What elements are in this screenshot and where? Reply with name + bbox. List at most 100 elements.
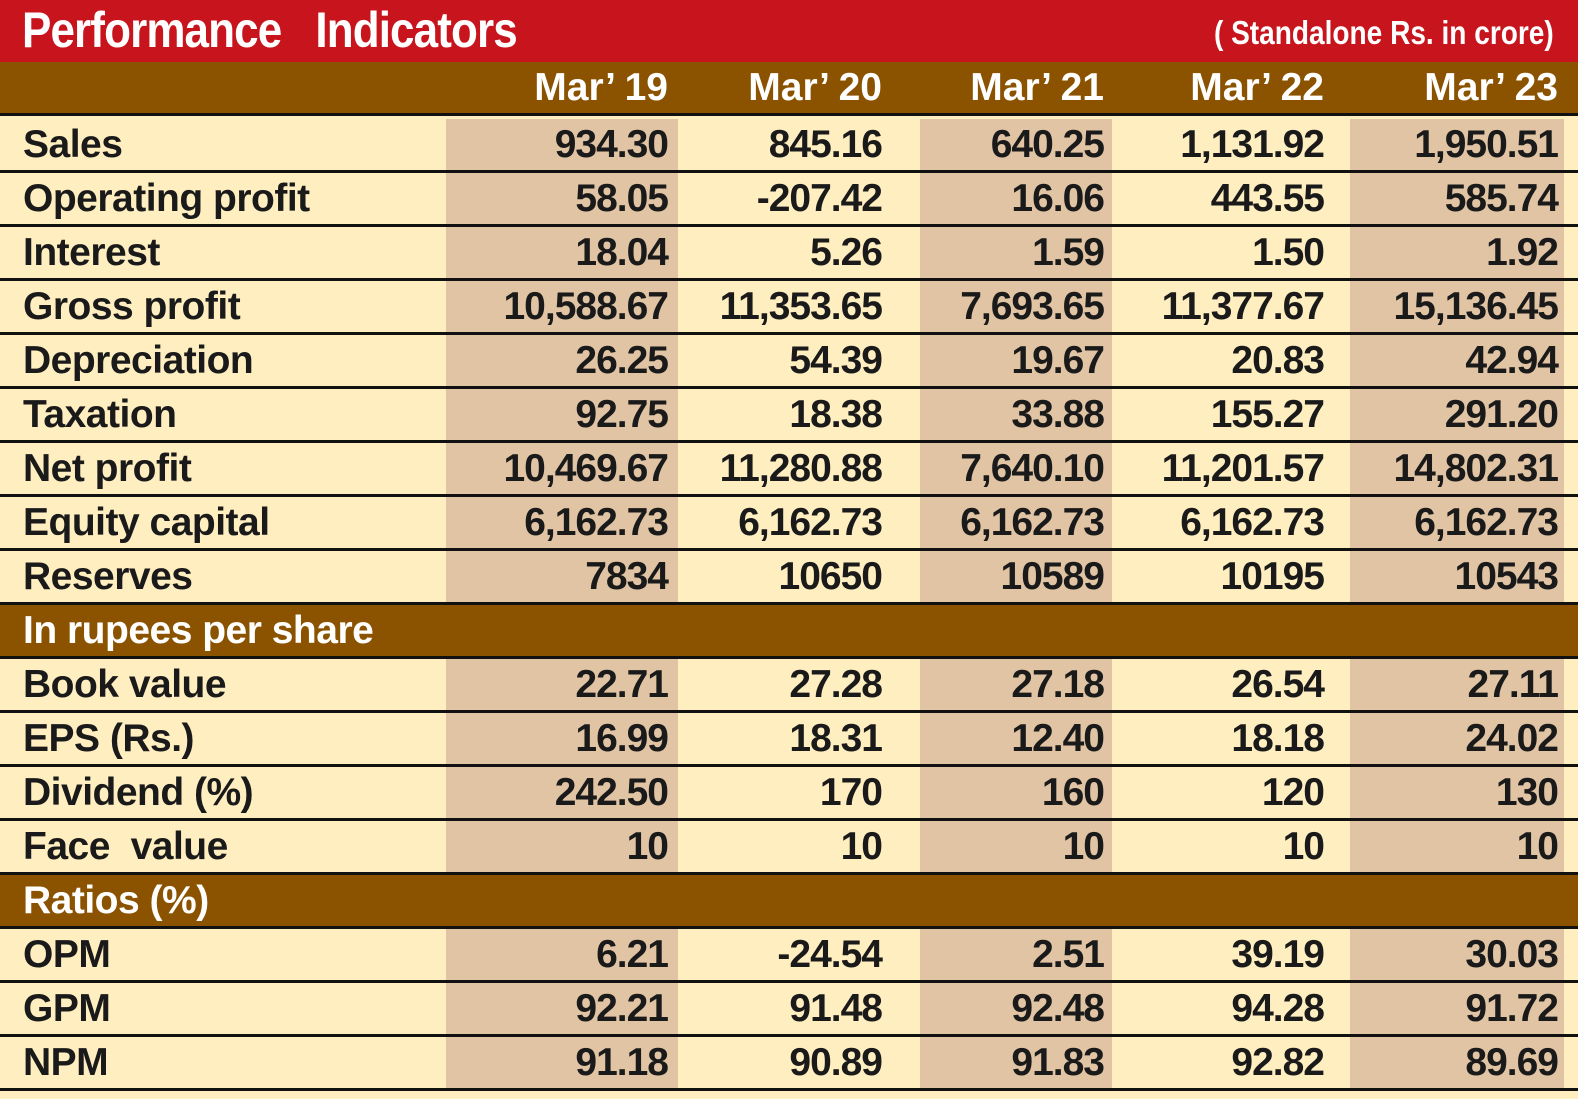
table-cell: 10: [1282, 825, 1325, 868]
table-cell: 1.50: [1252, 231, 1325, 274]
table-cell: 90.89: [789, 1041, 883, 1084]
table-cell: 2.51: [920, 929, 1112, 980]
table-cell: 18.04: [446, 227, 678, 278]
table-row: Dividend (%) 242.50 170 160 120 130: [0, 767, 1578, 821]
table-cell: 27.11: [1350, 659, 1564, 710]
table-cell: 10650: [778, 555, 883, 598]
table-cell: 91.18: [446, 1037, 678, 1088]
table-cell: 6,162.73: [1350, 497, 1564, 548]
table-cell: -24.54: [777, 933, 883, 976]
table-cell: 12.40: [920, 713, 1112, 764]
section-header-ratios: Ratios (%): [0, 875, 1578, 929]
table-cell: 19.67: [920, 335, 1112, 386]
year-header: Mar’ 22: [1190, 66, 1324, 109]
table-cell: 91.83: [920, 1037, 1112, 1088]
table-cell: 6.21: [446, 929, 678, 980]
table-row: Book value 22.71 27.28 27.18 26.54 27.11: [0, 659, 1578, 713]
table-cell: 585.74: [1350, 173, 1564, 224]
table-cell: 18.31: [789, 717, 883, 760]
table-cell: 18.38: [789, 393, 883, 436]
table-cell: 120: [1261, 771, 1325, 814]
table-cell: 16.06: [920, 173, 1112, 224]
table-cell: 6,162.73: [920, 497, 1112, 548]
table-row: Interest 18.04 5.26 1.59 1.50 1.92: [0, 227, 1578, 281]
table-cell: 58.05: [446, 173, 678, 224]
table-cell: 33.88: [920, 389, 1112, 440]
table-cell: 42.94: [1350, 335, 1564, 386]
row-label: Book value: [23, 663, 227, 706]
table-cell: 291.20: [1350, 389, 1564, 440]
table-cell: 92.82: [1231, 1041, 1325, 1084]
table-cell: 130: [1350, 767, 1564, 818]
table-cell: 39.19: [1231, 933, 1325, 976]
row-label: Reserves: [23, 555, 193, 598]
table-cell: 26.25: [446, 335, 678, 386]
table-cell: 1.92: [1350, 227, 1564, 278]
row-label: GPM: [23, 987, 111, 1030]
table-title: Performance Indicators: [22, 2, 518, 58]
table-row: Sales 934.30 845.16 640.25 1,131.92 1,95…: [0, 119, 1578, 173]
table-cell: 6,162.73: [1180, 501, 1325, 544]
table-cell: 14,802.31: [1350, 443, 1564, 494]
table-cell: 10,588.67: [446, 281, 678, 332]
table-cell: 10589: [920, 551, 1112, 602]
table-cell: 27.18: [920, 659, 1112, 710]
table-cell: 5.26: [810, 231, 883, 274]
table-row: Gross profit 10,588.67 11,353.65 7,693.6…: [0, 281, 1578, 335]
table-cell: 160: [920, 767, 1112, 818]
row-label: Equity capital: [23, 501, 270, 544]
table-row: OPM 6.21 -24.54 2.51 39.19 30.03: [0, 929, 1578, 983]
table-cell: 91.72: [1350, 983, 1564, 1034]
row-label: Face value: [23, 825, 228, 868]
table-cell: 1.59: [920, 227, 1112, 278]
table-cell: 10: [920, 821, 1112, 872]
table-cell: 10: [1350, 821, 1564, 872]
table-cell: 10,469.67: [446, 443, 678, 494]
row-label: Taxation: [23, 393, 177, 436]
table-cell: 18.18: [1231, 717, 1325, 760]
table-row: NPM 91.18 90.89 91.83 92.82 89.69: [0, 1037, 1578, 1091]
table-cell: 155.27: [1210, 393, 1325, 436]
title-bar: Performance Indicators ( Standalone Rs. …: [0, 0, 1578, 62]
row-label: Sales: [23, 123, 123, 166]
year-header: Mar’ 21: [970, 66, 1104, 109]
table-cell: 6,162.73: [446, 497, 678, 548]
row-label: Operating profit: [23, 177, 310, 220]
table-row: Equity capital 6,162.73 6,162.73 6,162.7…: [0, 497, 1578, 551]
year-header-row: Mar’ 19 Mar’ 20 Mar’ 21 Mar’ 22 Mar’ 23: [0, 62, 1578, 116]
row-label: Net profit: [23, 447, 192, 490]
table-cell: 934.30: [446, 119, 678, 170]
table-cell: 10195: [1220, 555, 1325, 598]
row-label: Depreciation: [23, 339, 254, 382]
table-cell: 242.50: [446, 767, 678, 818]
row-label: Dividend (%): [23, 771, 254, 814]
table-row: EPS (Rs.) 16.99 18.31 12.40 18.18 24.02: [0, 713, 1578, 767]
table-cell: 11,201.57: [1161, 447, 1325, 490]
table-cell: 92.21: [446, 983, 678, 1034]
table-row: Depreciation 26.25 54.39 19.67 20.83 42.…: [0, 335, 1578, 389]
table-cell: 443.55: [1210, 177, 1325, 220]
table-cell: 1,131.92: [1180, 123, 1325, 166]
table-subtitle: ( Standalone Rs. in crore): [1214, 14, 1554, 51]
table-cell: 640.25: [920, 119, 1112, 170]
table-cell: 11,280.88: [719, 447, 883, 490]
table-cell: 10: [840, 825, 883, 868]
table-cell: 11,377.67: [1161, 285, 1325, 328]
table-cell: 7834: [446, 551, 678, 602]
row-label: Gross profit: [23, 285, 241, 328]
row-label: EPS (Rs.): [23, 717, 195, 760]
table-cell: 91.48: [789, 987, 883, 1030]
table-cell: 16.99: [446, 713, 678, 764]
table-cell: 94.28: [1231, 987, 1325, 1030]
table-cell: 92.48: [920, 983, 1112, 1034]
section-title: In rupees per share: [23, 609, 374, 652]
row-label: NPM: [23, 1041, 109, 1084]
table-cell: 7,640.10: [920, 443, 1112, 494]
table-cell: -207.42: [756, 177, 883, 220]
table-row: Operating profit 58.05 -207.42 16.06 443…: [0, 173, 1578, 227]
table-cell: 170: [819, 771, 883, 814]
section-title: Ratios (%): [23, 879, 209, 922]
section-header-per-share: In rupees per share: [0, 605, 1578, 659]
table-row: GPM 92.21 91.48 92.48 94.28 91.72: [0, 983, 1578, 1037]
